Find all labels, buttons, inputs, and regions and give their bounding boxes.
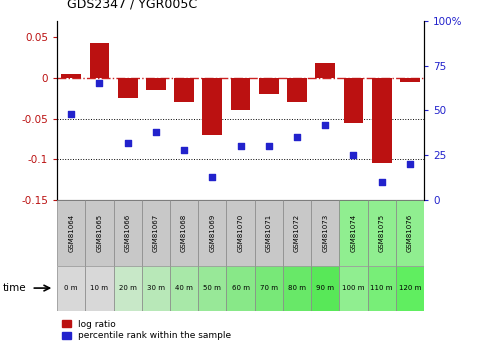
Text: GSM81076: GSM81076 <box>407 214 413 252</box>
Bar <box>174 78 194 102</box>
Text: GSM81066: GSM81066 <box>124 214 130 252</box>
Bar <box>259 78 279 94</box>
Point <box>265 144 273 149</box>
Bar <box>311 266 339 311</box>
Bar <box>400 78 420 82</box>
Text: GSM81070: GSM81070 <box>238 214 244 252</box>
Text: GSM81073: GSM81073 <box>322 214 328 252</box>
Bar <box>142 266 170 311</box>
Text: GSM81067: GSM81067 <box>153 214 159 252</box>
Point <box>321 122 329 128</box>
Bar <box>254 266 283 311</box>
Point <box>237 144 245 149</box>
Bar <box>231 78 250 110</box>
Bar <box>344 78 364 122</box>
Bar <box>146 78 166 90</box>
Point <box>378 179 386 185</box>
Text: GSM81074: GSM81074 <box>351 214 357 252</box>
Text: GSM81065: GSM81065 <box>96 214 102 252</box>
Text: 50 m: 50 m <box>203 285 221 291</box>
Bar <box>396 200 424 266</box>
Text: GDS2347 / YGR005C: GDS2347 / YGR005C <box>67 0 197 10</box>
Point <box>95 81 103 86</box>
Text: 100 m: 100 m <box>342 285 365 291</box>
Bar <box>57 266 85 311</box>
Bar <box>202 78 222 135</box>
Point <box>406 161 414 167</box>
Text: 110 m: 110 m <box>371 285 393 291</box>
Bar <box>62 74 81 78</box>
Text: 10 m: 10 m <box>90 285 109 291</box>
Text: 0 m: 0 m <box>64 285 78 291</box>
Bar <box>170 200 198 266</box>
Bar <box>396 266 424 311</box>
Bar <box>114 200 142 266</box>
Bar <box>372 78 392 164</box>
Bar <box>89 43 109 78</box>
Bar <box>227 266 254 311</box>
Text: 30 m: 30 m <box>147 285 165 291</box>
Text: GSM81072: GSM81072 <box>294 214 300 252</box>
Point <box>350 152 358 158</box>
Bar <box>283 200 311 266</box>
Bar <box>198 266 227 311</box>
Point <box>293 135 301 140</box>
Text: GSM81068: GSM81068 <box>181 214 187 252</box>
Bar <box>114 266 142 311</box>
Point <box>67 111 75 117</box>
Bar <box>339 200 368 266</box>
Text: GSM81071: GSM81071 <box>266 214 272 252</box>
Bar <box>315 63 335 78</box>
Text: 60 m: 60 m <box>232 285 249 291</box>
Bar <box>85 200 114 266</box>
Text: 120 m: 120 m <box>399 285 421 291</box>
Text: 70 m: 70 m <box>260 285 278 291</box>
Bar <box>227 200 254 266</box>
Point <box>180 147 188 152</box>
Bar <box>254 200 283 266</box>
Bar <box>170 266 198 311</box>
Bar <box>368 266 396 311</box>
Text: 40 m: 40 m <box>175 285 193 291</box>
Bar <box>142 200 170 266</box>
Point <box>124 140 131 146</box>
Text: GSM81069: GSM81069 <box>209 214 215 252</box>
Bar <box>339 266 368 311</box>
Bar <box>287 78 307 102</box>
Text: 90 m: 90 m <box>316 285 334 291</box>
Bar <box>85 266 114 311</box>
Text: 20 m: 20 m <box>119 285 136 291</box>
Text: GSM81075: GSM81075 <box>379 214 385 252</box>
Text: GSM81064: GSM81064 <box>68 214 74 252</box>
Bar <box>198 200 227 266</box>
Text: time: time <box>2 283 26 293</box>
Bar <box>311 200 339 266</box>
Bar <box>368 200 396 266</box>
Point <box>152 129 160 135</box>
Point <box>208 174 216 179</box>
Bar <box>118 78 137 98</box>
Legend: log ratio, percentile rank within the sample: log ratio, percentile rank within the sa… <box>62 320 231 341</box>
Bar <box>283 266 311 311</box>
Text: 80 m: 80 m <box>288 285 306 291</box>
Bar <box>57 200 85 266</box>
